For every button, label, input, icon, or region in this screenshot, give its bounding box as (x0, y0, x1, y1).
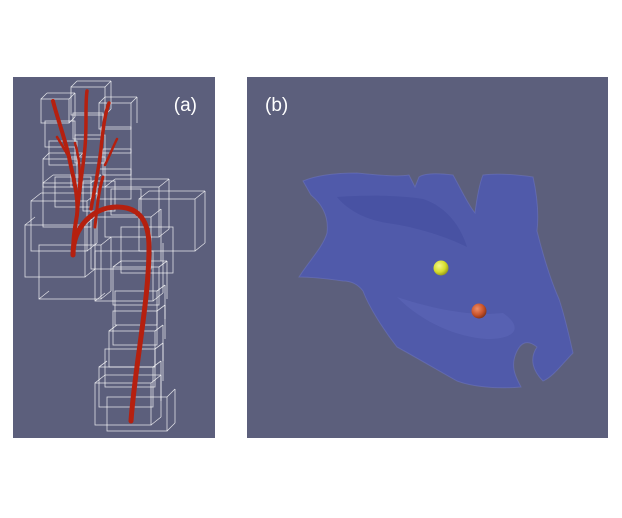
vessel-tree-render: (a) (24, 80, 206, 432)
panel-a-vessel-tree: (a) (13, 77, 215, 438)
surface-shading (337, 195, 467, 247)
panel-b-label: (b) (265, 95, 288, 116)
vessel-surface (298, 172, 574, 389)
orange-marker (471, 303, 487, 319)
vessel-surface-render: (b) (265, 95, 574, 389)
panel-a-label: (a) (174, 95, 197, 116)
yellow-marker (433, 260, 449, 276)
vessel-centerline (51, 89, 152, 424)
bounding-boxes (24, 80, 206, 432)
panel-b-vessel-surface: (b) (247, 77, 608, 438)
surface-highlight (397, 297, 515, 339)
